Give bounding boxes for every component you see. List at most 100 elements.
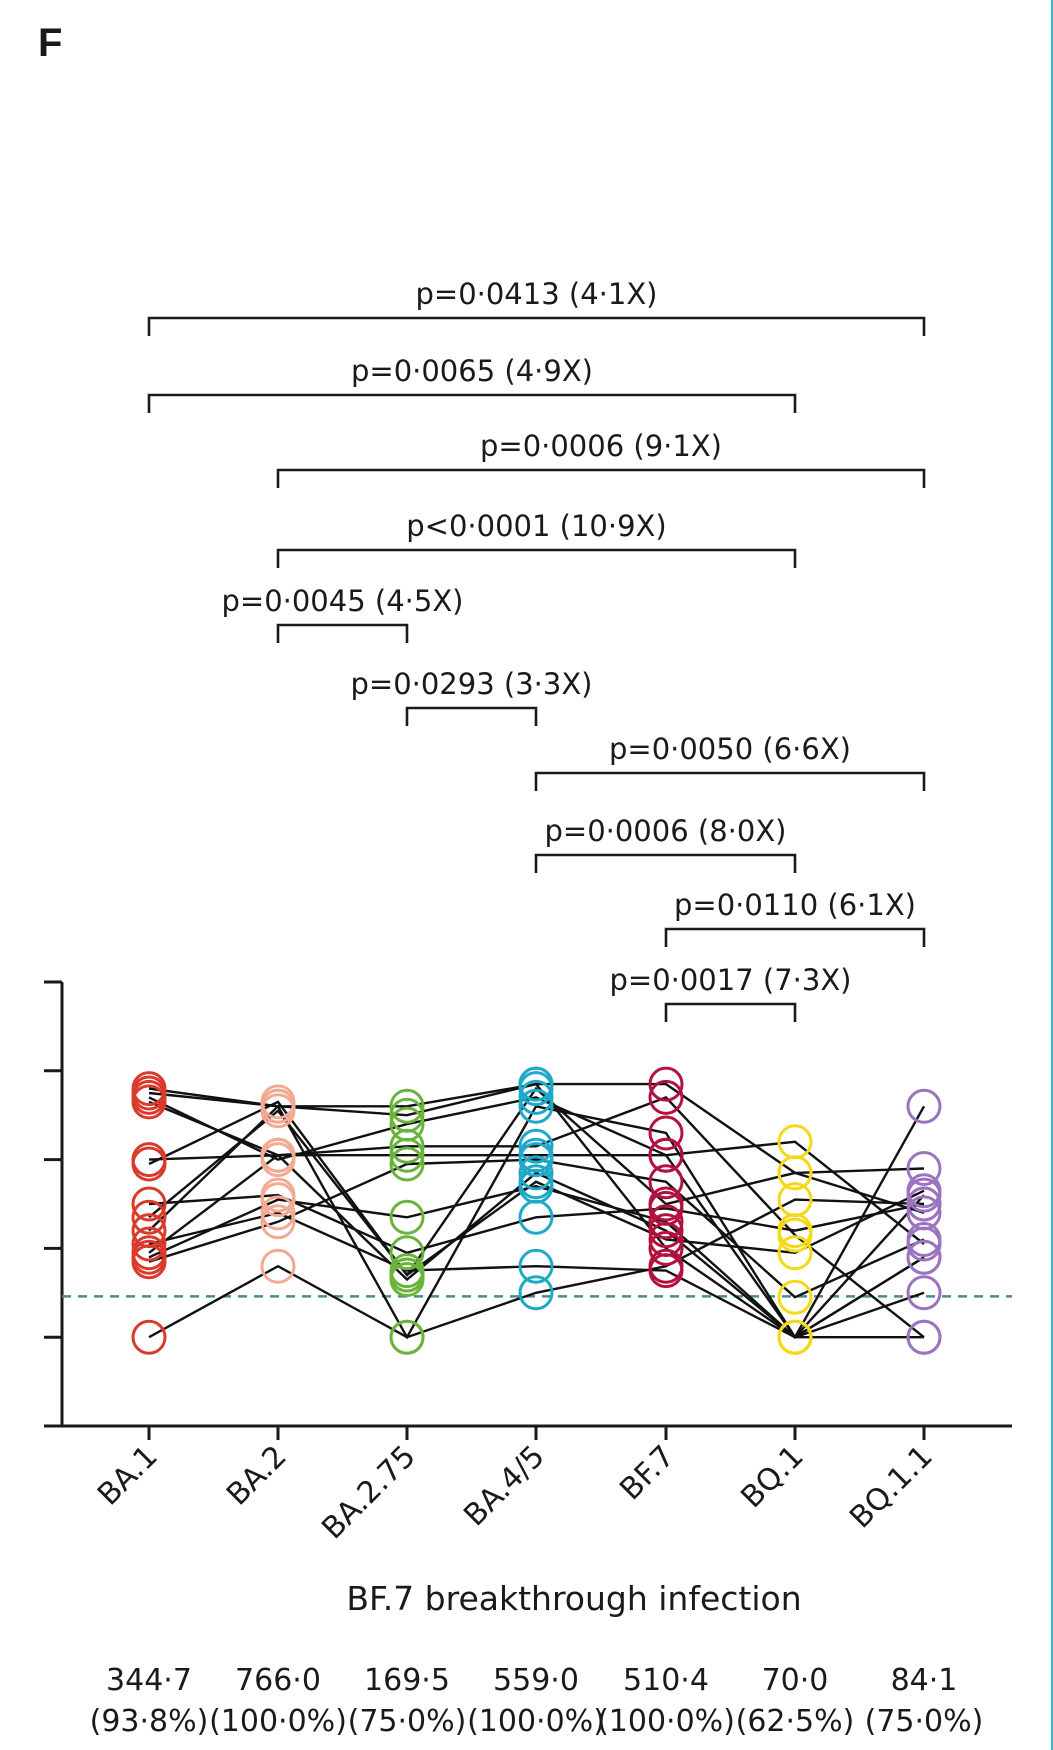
- data-point-bq-1: [777, 1235, 813, 1271]
- data-point-ba-1: [131, 1071, 167, 1107]
- gmt-percent: (62·5%): [736, 1704, 855, 1739]
- data-point-bq-1: [777, 1319, 813, 1355]
- data-point-bq-1-1: [906, 1088, 942, 1124]
- p-value-label: p=0·0065 (4·9X): [351, 354, 593, 388]
- data-point-ba-1: [131, 1186, 167, 1222]
- data-point-ba-4-5: [518, 1137, 554, 1173]
- subject-line: [148, 1198, 925, 1339]
- data-point-ba-1: [131, 1213, 167, 1249]
- subject-line: [148, 1158, 925, 1299]
- x-tick-label: BQ.1.1: [843, 1439, 939, 1535]
- data-points: [131, 1066, 942, 1355]
- axes: [44, 980, 1012, 1440]
- page-edge-rule: [1051, 0, 1053, 1750]
- gmt-percent: (75·0%): [865, 1704, 984, 1739]
- data-point-ba-2-75: [389, 1146, 425, 1182]
- significance-bracket: [147, 316, 926, 336]
- data-point-ba-2: [260, 1248, 296, 1284]
- x-tick-label: BA.2: [220, 1439, 294, 1513]
- x-tick-label: BA.1: [91, 1439, 165, 1513]
- data-point-ba-2-75: [389, 1088, 425, 1124]
- data-point-ba-4-5: [518, 1128, 554, 1164]
- data-point-bq-1-1: [906, 1226, 942, 1262]
- data-point-ba-1: [131, 1226, 167, 1262]
- p-value-label: p<0·0001 (10·9X): [406, 509, 666, 543]
- significance-bracket: [147, 393, 797, 413]
- data-point-ba-2-75: [389, 1235, 425, 1271]
- gmt-percent: (100·0%): [597, 1704, 735, 1739]
- data-point-bf-7: [648, 1079, 684, 1115]
- data-point-ba-4-5: [518, 1248, 554, 1284]
- x-tick-label: BF.7: [613, 1439, 681, 1507]
- gmt-percent: (100·0%): [209, 1704, 347, 1739]
- panel-label: F: [38, 21, 62, 65]
- subject-line: [148, 1109, 925, 1277]
- data-point-bf-7: [648, 1115, 684, 1151]
- data-point-ba-1: [131, 1319, 167, 1355]
- p-value-label: p=0·0045 (4·5X): [221, 584, 463, 618]
- data-point-bf-7: [648, 1213, 684, 1249]
- x-tick-label: BA.2.75: [315, 1439, 422, 1546]
- p-value-label: p=0·0413 (4·1X): [415, 277, 657, 311]
- data-point-ba-2-75: [389, 1097, 425, 1133]
- p-value-label: p=0·0006 (8·0X): [544, 814, 786, 848]
- gmt-percent: (100·0%): [467, 1704, 605, 1739]
- significance-bracket: [405, 706, 538, 726]
- gmt-summary-row: 344·7 (93·8%) 766·0 (100·0%) 169·5 (75·0%) 559…: [90, 1663, 984, 1739]
- data-point-bq-1: [777, 1155, 813, 1191]
- data-point-ba-2: [260, 1142, 296, 1178]
- data-point-ba-1: [131, 1199, 167, 1235]
- p-value-label: p=0·0017 (7·3X): [609, 963, 851, 997]
- x-tick-labels: BA.1 BA.2 BA.2.75 BA.4/5 BF.7 BQ.1 BQ.1.1: [91, 1439, 940, 1546]
- gmt-value: 510·4: [623, 1663, 709, 1698]
- data-point-ba-1: [131, 1142, 167, 1178]
- significance-bracket: [276, 623, 409, 643]
- data-point-bq-1-1: [906, 1151, 942, 1186]
- data-point-ba-2: [260, 1177, 296, 1213]
- significance-bracket: [276, 548, 797, 568]
- data-point-bf-7: [648, 1066, 684, 1102]
- p-value-label: p=0·0006 (9·1X): [480, 429, 722, 463]
- data-point-bq-1-1: [906, 1177, 942, 1213]
- data-point-ba-2: [260, 1088, 296, 1124]
- gmt-value: 559·0: [493, 1663, 579, 1698]
- data-point-ba-4-5: [518, 1088, 554, 1124]
- gmt-value: 344·7: [106, 1663, 192, 1698]
- significance-bracket: [534, 853, 797, 873]
- x-tick-label: BQ.1: [734, 1439, 810, 1515]
- data-point-bf-7: [648, 1230, 684, 1266]
- subject-lines: [148, 1082, 926, 1340]
- gmt-value: 70·0: [762, 1663, 829, 1698]
- p-value-label: p=0·0110 (6·1X): [674, 888, 916, 922]
- subject-line: [148, 1082, 926, 1339]
- data-point-ba-1: [131, 1235, 167, 1271]
- data-point-bf-7: [648, 1164, 684, 1200]
- data-point-ba-4-5: [518, 1079, 554, 1115]
- data-point-ba-2-75: [389, 1106, 425, 1142]
- data-point-ba-2-75: [389, 1319, 425, 1355]
- gmt-percent: (93·8%): [90, 1704, 209, 1739]
- data-point-bq-1-1: [906, 1186, 942, 1222]
- data-point-ba-4-5: [518, 1066, 554, 1102]
- data-point-ba-4-5: [518, 1275, 554, 1311]
- data-point-bq-1: [777, 1217, 813, 1253]
- gmt-value: 766·0: [235, 1663, 321, 1698]
- x-axis-label: BF.7 breakthrough infection: [346, 1579, 801, 1618]
- data-point-bf-7: [648, 1204, 684, 1240]
- data-point-ba-4-5: [518, 1164, 554, 1200]
- data-point-bq-1: [777, 1279, 813, 1315]
- data-point-ba-4-5: [518, 1199, 554, 1235]
- subject-line: [148, 1095, 925, 1339]
- significance-bracket: [534, 771, 926, 791]
- data-point-bf-7: [648, 1186, 684, 1222]
- data-point-bq-1-1: [906, 1239, 942, 1275]
- data-point-bq-1-1: [906, 1275, 942, 1311]
- data-point-bf-7: [648, 1137, 684, 1173]
- data-point-ba-2-75: [389, 1199, 425, 1235]
- significance-brackets: p=0·0413 (4·1X) p=0·0065 (4·9X) p=0·0006 (…: [147, 277, 926, 1022]
- data-point-ba-2: [260, 1195, 296, 1231]
- significance-bracket: [664, 927, 926, 947]
- x-tick-label: BA.4/5: [457, 1439, 551, 1533]
- subject-line: [148, 1193, 925, 1255]
